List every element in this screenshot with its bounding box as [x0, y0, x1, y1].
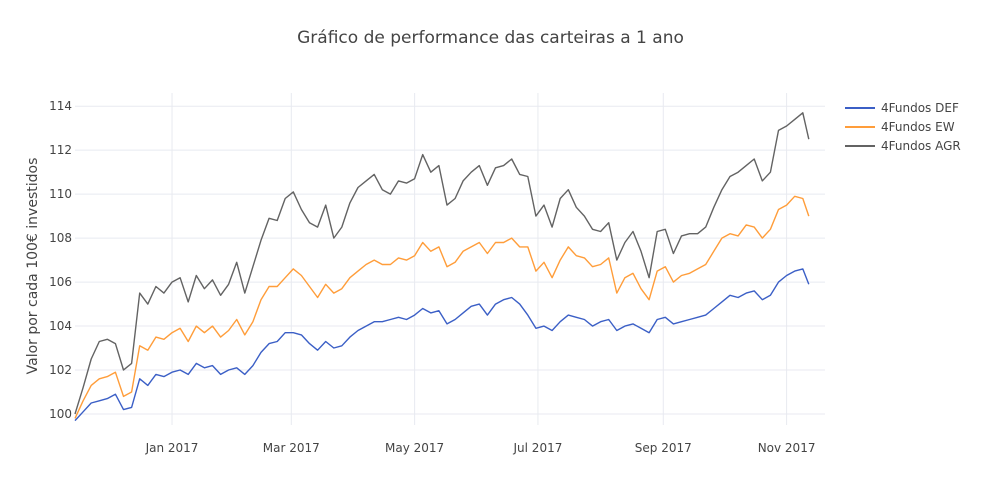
- legend-item[interactable]: 4Fundos EW: [845, 117, 961, 136]
- legend-label: 4Fundos EW: [881, 119, 955, 134]
- series-line-4fundos-agr: [74, 112, 810, 415]
- x-gridlines: [171, 93, 788, 425]
- x-tick-label: Jan 2017: [145, 441, 199, 455]
- chart-title: Gráfico de performance das carteiras a 1…: [297, 28, 684, 48]
- y-tick-label: 106: [49, 275, 72, 289]
- x-tick-label: Nov 2017: [758, 441, 816, 455]
- y-tick-label: 112: [49, 143, 72, 157]
- y-tick-label: 114: [49, 99, 72, 113]
- y-gridlines: [75, 105, 825, 415]
- y-tick-label: 104: [49, 319, 72, 333]
- series-line-4fundos-ew: [74, 195, 810, 419]
- legend-item[interactable]: 4Fundos AGR: [845, 136, 961, 155]
- y-tick-label: 108: [49, 231, 72, 245]
- legend-item[interactable]: 4Fundos DEF: [845, 98, 961, 117]
- legend-label: 4Fundos DEF: [881, 100, 959, 115]
- x-tick-label: Mar 2017: [263, 441, 320, 455]
- series-line-4fundos-def: [74, 268, 810, 422]
- legend: 4Fundos DEF 4Fundos EW 4Fundos AGR: [845, 98, 961, 155]
- legend-swatch: [845, 144, 875, 147]
- legend-label: 4Fundos AGR: [881, 138, 961, 153]
- x-tick-label: May 2017: [385, 441, 444, 455]
- y-tick-label: 102: [49, 363, 72, 377]
- legend-swatch: [845, 125, 875, 128]
- series-lines: [74, 112, 810, 422]
- legend-swatch: [845, 106, 875, 109]
- x-tick-label: Sep 2017: [635, 441, 692, 455]
- y-tick-labels: 100 102 104 106 108 110 112 114: [49, 99, 72, 421]
- y-tick-label: 100: [49, 407, 72, 421]
- y-tick-label: 110: [49, 187, 72, 201]
- x-tick-labels: Jan 2017 Mar 2017 May 2017 Jul 2017 Sep 2017…: [145, 441, 816, 455]
- x-tick-label: Jul 2017: [513, 441, 563, 455]
